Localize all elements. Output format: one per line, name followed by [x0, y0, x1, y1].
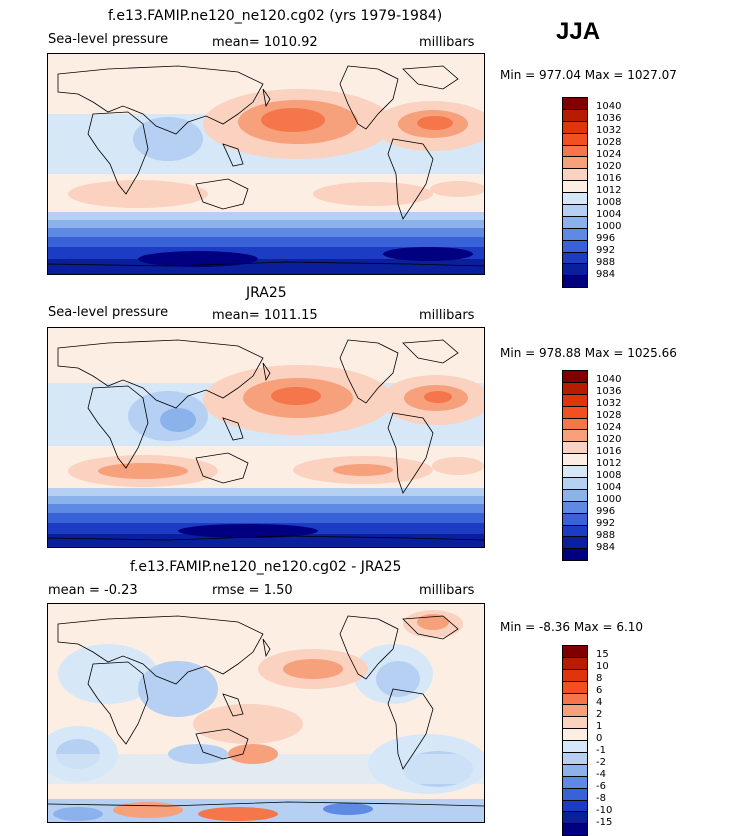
colorbar-tick-label: 1016 [596, 446, 622, 457]
colorbar-tick-label: 1008 [596, 470, 622, 481]
colorbar-tick-label: 1040 [596, 374, 622, 385]
season-label: JJA [556, 18, 601, 45]
colorbar-tick-label: 1020 [596, 161, 622, 172]
panel3-title: f.e13.FAMIP.ne120_ne120.cg02 - JRA25 [130, 559, 402, 575]
colorbar-tick-label: 1000 [596, 221, 622, 232]
colorbar-tick-label: 1020 [596, 434, 622, 445]
panel3-map [47, 603, 485, 823]
colorbar-tick-label: 0 [596, 733, 603, 744]
colorbar-tick-label: 984 [596, 542, 616, 553]
panel1-variable-label: Sea-level pressure [48, 32, 169, 47]
colorbar-tick-label: 1004 [596, 209, 622, 220]
colorbar-tick-label: 8 [596, 673, 603, 684]
colorbar-tick-label: 1032 [596, 398, 622, 409]
panel3-colorbar-swatch [562, 823, 588, 836]
panel2-title: JRA25 [246, 285, 287, 301]
colorbar-tick-label: 1012 [596, 458, 622, 469]
colorbar-tick-label: 988 [596, 257, 616, 268]
panel3-colorbar [562, 645, 588, 836]
colorbar-tick-label: 15 [596, 649, 609, 660]
panel3-rmse-label: rmse = 1.50 [212, 583, 293, 598]
colorbar-tick-label: 988 [596, 530, 616, 541]
colorbar-tick-label: 992 [596, 518, 616, 529]
colorbar-tick-label: 1000 [596, 494, 622, 505]
panel1-map-plot [48, 54, 484, 274]
colorbar-tick-label: -15 [596, 817, 613, 828]
colorbar-tick-label: 1028 [596, 410, 622, 421]
colorbar-tick-label: -10 [596, 805, 613, 816]
panel3-units-label: millibars [419, 583, 475, 598]
panel2-variable-label: Sea-level pressure [48, 305, 169, 320]
colorbar-tick-label: 1040 [596, 101, 622, 112]
colorbar-tick-label: 1028 [596, 137, 622, 148]
panel2-minmax: Min = 978.88 Max = 1025.66 [500, 346, 677, 360]
panel3-map-plot [48, 604, 484, 822]
panel1-colorbar-swatch [562, 275, 588, 289]
colorbar-tick-label: 996 [596, 506, 616, 517]
panel2-units-label: millibars [419, 308, 475, 323]
colorbar-tick-label: 6 [596, 685, 603, 696]
colorbar-tick-label: 10 [596, 661, 609, 672]
colorbar-tick-label: 1024 [596, 149, 622, 160]
colorbar-tick-label: 1 [596, 721, 603, 732]
colorbar-tick-label: 1032 [596, 125, 622, 136]
colorbar-tick-label: 996 [596, 233, 616, 244]
colorbar-tick-label: 1036 [596, 113, 622, 124]
colorbar-tick-label: -4 [596, 769, 606, 780]
panel2-colorbar-swatch [562, 548, 588, 562]
colorbar-tick-label: 1024 [596, 422, 622, 433]
panel1-colorbar [562, 97, 588, 289]
colorbar-tick-label: -2 [596, 757, 606, 768]
panel2-mean-label: mean= 1011.15 [212, 308, 318, 323]
panel1-minmax: Min = 977.04 Max = 1027.07 [500, 68, 677, 82]
colorbar-tick-label: 2 [596, 709, 603, 720]
colorbar-tick-label: 992 [596, 245, 616, 256]
colorbar-tick-label: -6 [596, 781, 606, 792]
panel1-title: f.e13.FAMIP.ne120_ne120.cg02 (yrs 1979-1… [108, 8, 443, 24]
panel2-map [47, 327, 485, 548]
panel2-map-plot [48, 328, 484, 547]
colorbar-tick-label: 984 [596, 269, 616, 280]
panel2-colorbar [562, 370, 588, 562]
panel3-mean-label: mean = -0.23 [48, 583, 138, 598]
panel1-units-label: millibars [419, 35, 475, 50]
colorbar-tick-label: 1036 [596, 386, 622, 397]
colorbar-tick-label: 1004 [596, 482, 622, 493]
colorbar-tick-label: 1016 [596, 173, 622, 184]
colorbar-tick-label: -1 [596, 745, 606, 756]
colorbar-tick-label: 4 [596, 697, 603, 708]
colorbar-tick-label: 1008 [596, 197, 622, 208]
colorbar-tick-label: -8 [596, 793, 606, 804]
panel1-map [47, 53, 485, 275]
panel1-mean-label: mean= 1010.92 [212, 35, 318, 50]
colorbar-tick-label: 1012 [596, 185, 622, 196]
panel3-minmax: Min = -8.36 Max = 6.10 [500, 620, 644, 634]
